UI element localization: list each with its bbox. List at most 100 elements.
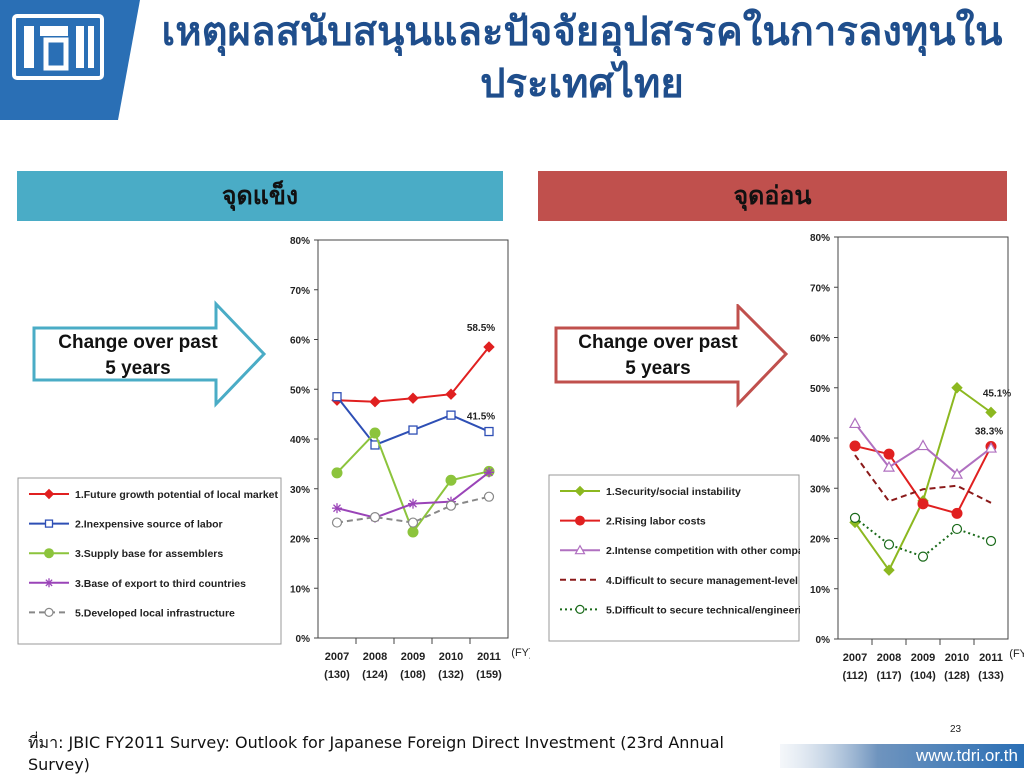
- y-tick-label: 70%: [810, 283, 830, 294]
- y-tick-label: 80%: [290, 236, 310, 247]
- legend-item: 2.Intense competition with other compani…: [560, 544, 800, 557]
- arrow-label-line2: 5 years: [105, 358, 171, 379]
- legend-label: 1.Security/social instability: [606, 486, 741, 498]
- data-point: [883, 539, 895, 550]
- source-note: ที่มา: JBIC FY2011 Survey: Outlook for J…: [28, 733, 724, 774]
- series-1: [331, 341, 495, 408]
- x-tick-label: 2008: [877, 652, 901, 664]
- legend-label: 4.Difficult to secure management-level s…: [606, 575, 800, 587]
- tdri-logo-icon: [12, 14, 104, 80]
- series-line: [854, 386, 992, 573]
- y-tick-label: 40%: [810, 434, 830, 445]
- x-tick-sublabel: (132): [438, 669, 464, 681]
- x-tick-label: 2010: [439, 651, 463, 663]
- y-tick-label: 20%: [810, 535, 830, 546]
- data-point: [483, 341, 495, 353]
- data-point: [883, 564, 895, 576]
- data-point: [575, 604, 585, 614]
- data-point: [848, 417, 862, 429]
- x-unit-label: (FY): [511, 647, 530, 659]
- y-tick-label: 60%: [810, 334, 830, 345]
- y-tick-label: 70%: [290, 286, 310, 297]
- x-tick-sublabel: (130): [324, 669, 350, 681]
- y-tick-label: 60%: [290, 336, 310, 347]
- x-tick-label: 2009: [911, 652, 935, 664]
- x-tick-label: 2009: [401, 651, 425, 663]
- y-tick-label: 10%: [290, 584, 310, 595]
- x-unit-label: (FY): [1009, 648, 1024, 660]
- x-tick-sublabel: (124): [362, 669, 388, 681]
- data-label: 45.1%: [983, 388, 1011, 399]
- legend-label: 3.Supply base for assemblers: [75, 548, 223, 560]
- legend-item: 3.Supply base for assemblers: [29, 548, 223, 560]
- data-point: [574, 544, 586, 555]
- x-tick-label: 2007: [325, 651, 349, 663]
- x-tick-sublabel: (133): [978, 670, 1004, 682]
- data-point: [369, 512, 381, 523]
- x-tick-label: 2011: [477, 651, 501, 663]
- series-line: [854, 454, 992, 504]
- data-point: [445, 388, 457, 400]
- data-point: [407, 526, 419, 538]
- y-tick-label: 50%: [290, 385, 310, 396]
- legend-item: 3.Base of export to third countries: [29, 578, 246, 590]
- logo-banner: [0, 0, 140, 120]
- legend-box: [17, 477, 282, 645]
- data-point: [917, 498, 929, 510]
- arrow-shape: [32, 300, 267, 408]
- series-line: [336, 471, 490, 519]
- legend-item: 4.Difficult to secure management-level s…: [560, 575, 800, 587]
- arrow-label-line1: Change over past: [58, 332, 218, 353]
- x-tick-sublabel: (159): [476, 669, 502, 681]
- y-tick-label: 50%: [810, 384, 830, 395]
- data-point: [408, 425, 418, 435]
- data-point: [44, 578, 54, 588]
- legend-item: 5.Difficult to secure technical/engineer…: [560, 604, 800, 616]
- website-link[interactable]: www.tdri.or.th: [915, 746, 1018, 765]
- data-point: [484, 426, 494, 437]
- logo-background: [0, 0, 140, 120]
- data-point: [407, 517, 419, 528]
- data-point: [484, 467, 494, 478]
- y-tick-label: 0%: [296, 634, 311, 645]
- data-point: [332, 503, 342, 514]
- x-tick-label: 2010: [945, 652, 969, 664]
- data-point: [331, 467, 343, 479]
- y-tick-label: 40%: [290, 435, 310, 446]
- series-line: [336, 431, 490, 535]
- data-point: [574, 485, 586, 497]
- series-3: [848, 417, 998, 479]
- y-tick-label: 0%: [816, 635, 831, 646]
- strength-header: จุดแข็ง: [17, 171, 503, 221]
- data-point: [849, 440, 861, 452]
- data-point: [984, 441, 998, 453]
- data-point: [917, 551, 929, 562]
- data-point: [332, 392, 342, 402]
- data-point: [44, 519, 54, 528]
- footer-band: [780, 744, 1024, 768]
- arrow-label-line1: Change over past: [578, 332, 738, 353]
- data-point: [407, 392, 419, 404]
- legend-item: 1.Future growth potential of local marke…: [29, 488, 279, 501]
- page-title: เหตุผลสนับสนุนและปัจจัยอุปสรรคในการลงทุน…: [161, 9, 1003, 107]
- data-label: 58.5%: [467, 323, 495, 334]
- plot-area: [317, 239, 509, 639]
- weakness-header: จุดอ่อน: [538, 171, 1007, 221]
- data-point: [950, 467, 964, 479]
- series-4: [854, 454, 992, 504]
- data-point: [44, 548, 54, 559]
- arrow-shape: [554, 304, 789, 408]
- legend-label: 5.Difficult to secure technical/engineer…: [606, 604, 800, 616]
- data-point: [951, 382, 963, 394]
- data-point: [44, 607, 54, 617]
- data-point: [985, 535, 997, 547]
- data-point: [445, 500, 457, 511]
- weakness-chart-legend: 1.Security/social instability 2.Rising la…: [548, 474, 800, 642]
- legend-label: 2.Rising labor costs: [606, 516, 706, 528]
- legend-item: 5.Developed local infrastructure: [29, 607, 235, 619]
- x-tick-sublabel: (112): [842, 670, 867, 682]
- y-tick-label: 20%: [290, 535, 310, 546]
- legend-label: 5.Developed local infrastructure: [75, 607, 235, 619]
- data-point: [883, 448, 895, 460]
- data-point: [951, 523, 963, 535]
